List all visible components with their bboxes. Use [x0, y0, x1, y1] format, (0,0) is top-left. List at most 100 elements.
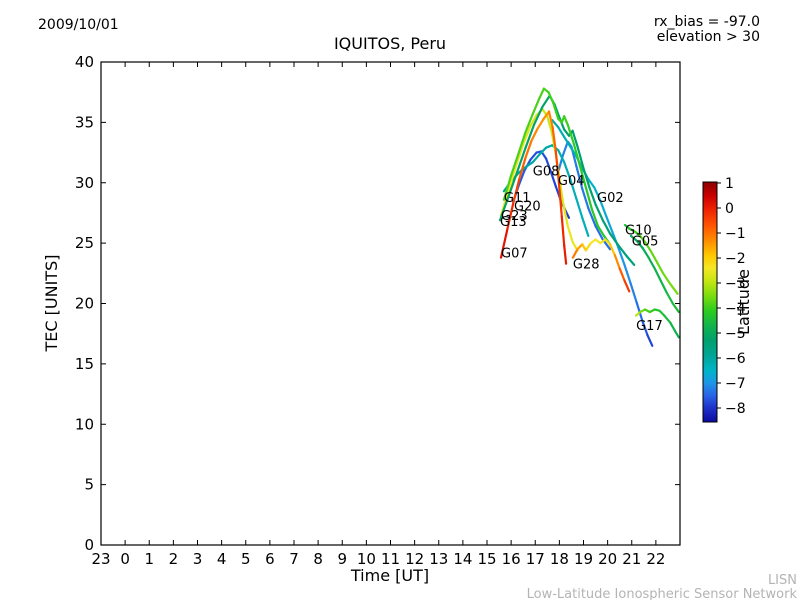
track-segment [566, 225, 574, 243]
track-segment [643, 240, 653, 253]
track-segment [563, 161, 572, 181]
y-tick-label: 20 [75, 295, 94, 313]
track-segment [506, 201, 515, 230]
track-segment [512, 176, 521, 204]
track-segment [641, 320, 649, 336]
rx-bias-label: rx_bias = -97.0 [654, 14, 760, 30]
track-segment [542, 110, 551, 120]
colorbar-tick-label: −4 [725, 301, 746, 317]
track-segment [524, 161, 534, 169]
track-segment [594, 203, 604, 222]
satellite-tracks [498, 87, 680, 347]
track-segment [518, 156, 527, 179]
track-segment [575, 197, 584, 219]
track-segment [557, 126, 566, 138]
plot-border [100, 61, 681, 546]
track-segment [658, 309, 666, 317]
x-tick-label: 0 [120, 550, 130, 568]
track-segment [524, 123, 536, 149]
track-segment [623, 279, 631, 293]
track-segment [613, 254, 621, 270]
colorbar-ticks: 1 0 −1 −2 −3 −4 −5 −6 −7 −8 [717, 176, 746, 417]
track-segment [561, 201, 569, 228]
colorbar-bar [702, 181, 718, 423]
track-segment [575, 164, 584, 190]
track-segment [546, 115, 553, 134]
axes-ticks: 23 0 1 2 3 4 5 6 7 8 9 10 11 12 13 14 15 16 17 18 19 20 21 2205… [75, 53, 680, 568]
track-segment [547, 110, 554, 129]
sat-label-G07: G07 [501, 247, 528, 262]
track-segment [549, 170, 557, 188]
track-segment [576, 243, 584, 251]
x-tick-label: 9 [337, 550, 347, 568]
track-segment [581, 216, 590, 237]
track-segment [671, 302, 680, 314]
track-segment [594, 225, 604, 241]
track-segment [649, 250, 659, 264]
y-tick-label: 15 [75, 355, 94, 373]
sat-track-G17 [634, 308, 680, 339]
colorbar-label: Latitude [734, 269, 753, 335]
track-segment [552, 101, 560, 120]
sat-label-G13: G13 [500, 215, 527, 230]
colorbar-tick-label: −5 [725, 326, 746, 342]
track-segment [558, 176, 565, 204]
track-segment [641, 246, 650, 259]
x-tick-label: 11 [381, 550, 400, 568]
track-segment [593, 186, 602, 202]
x-axis-label: Time [UT] [350, 566, 429, 585]
track-segment [617, 244, 629, 258]
sat-track-G28 [571, 238, 631, 293]
track-segment [625, 255, 636, 266]
track-segment [578, 164, 588, 189]
track-segment [572, 143, 582, 167]
x-tick-label: 1 [144, 550, 154, 568]
track-segment [550, 118, 560, 129]
track-segment [529, 151, 538, 161]
track-segment [608, 243, 617, 257]
track-segment [522, 124, 532, 146]
track-segment [663, 314, 672, 324]
lisn-brand-subtitle: Low-Latitude Ionospheric Sensor Network [527, 587, 798, 600]
track-segment [587, 207, 597, 228]
track-segment [563, 244, 568, 265]
sat-label-G17: G17 [636, 319, 663, 334]
sat-track-G07 [499, 110, 568, 265]
sat-label-G04: G04 [558, 174, 585, 189]
track-segment [531, 152, 542, 164]
track-segment [524, 112, 534, 134]
track-segment [566, 123, 576, 146]
track-segment [637, 233, 647, 243]
colorbar-tick-label: −1 [725, 226, 746, 242]
track-segment [530, 127, 539, 142]
track-segment [498, 194, 510, 222]
track-segment [507, 170, 519, 198]
y-tick-label: 30 [75, 174, 94, 192]
y-tick-label: 35 [75, 113, 94, 131]
track-segment [587, 178, 596, 189]
track-segment [584, 186, 594, 211]
track-segment [517, 169, 526, 188]
track-segment [554, 150, 561, 184]
track-segment [510, 152, 520, 177]
sat-label-G02: G02 [597, 191, 624, 206]
plot-title: IQUITOS, Peru [334, 34, 446, 53]
colorbar: 1 0 −1 −2 −3 −4 −5 −6 −7 −8 Latitude [702, 176, 753, 423]
track-segment [661, 272, 672, 286]
x-tick-label: 2 [169, 550, 179, 568]
track-segment [551, 126, 557, 153]
track-segment [561, 140, 569, 157]
y-tick-label: 0 [84, 536, 94, 554]
track-segment [541, 94, 551, 108]
x-tick-label: 18 [550, 550, 569, 568]
track-segment [576, 145, 585, 170]
sat-label-G20: G20 [514, 200, 541, 215]
track-segment [532, 105, 544, 126]
track-segment [629, 281, 638, 304]
colorbar-tick-label: −2 [725, 251, 746, 267]
sat-label-G10: G10 [625, 224, 652, 239]
track-segment [557, 181, 563, 218]
x-tick-label: 3 [193, 550, 203, 568]
x-tick-label: 23 [91, 550, 110, 568]
